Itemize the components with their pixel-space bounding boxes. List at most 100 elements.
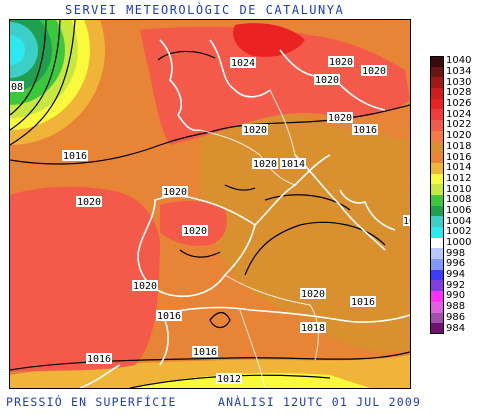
legend-label: 1034 bbox=[446, 66, 472, 78]
svg-text:1020: 1020 bbox=[163, 187, 187, 198]
legend-swatch bbox=[430, 109, 444, 121]
legend-entry: 984 bbox=[430, 323, 482, 334]
isobar-label: 1016 bbox=[192, 346, 218, 358]
legend-entry: 1022 bbox=[430, 120, 482, 131]
legend-label: 1026 bbox=[446, 98, 472, 110]
isobar-label: 1024 bbox=[230, 57, 256, 69]
svg-text:1020: 1020 bbox=[133, 281, 157, 292]
legend-label: 990 bbox=[446, 290, 466, 302]
legend-swatch bbox=[430, 173, 444, 185]
legend-swatch bbox=[430, 227, 444, 238]
isobar-label: 1016 bbox=[352, 124, 378, 136]
svg-text:1016: 1016 bbox=[353, 125, 377, 136]
legend-label: 988 bbox=[446, 301, 466, 313]
iberian-high-area bbox=[160, 200, 227, 246]
legend-label: 996 bbox=[446, 258, 466, 270]
legend-label: 1012 bbox=[446, 172, 472, 184]
svg-text:16: 16 bbox=[403, 216, 410, 227]
legend-label: 992 bbox=[446, 279, 466, 291]
legend-entry: 1030 bbox=[430, 77, 482, 89]
legend-label: 1020 bbox=[446, 130, 472, 142]
legend-swatch bbox=[430, 269, 444, 281]
legend-label: 986 bbox=[446, 311, 466, 323]
legend-swatch bbox=[430, 120, 444, 131]
isobar-label: 1012 bbox=[216, 373, 242, 385]
legend-swatch bbox=[430, 323, 444, 334]
svg-text:1016: 1016 bbox=[87, 354, 111, 365]
legend-entry: 1024 bbox=[430, 108, 482, 121]
isobar-label: 1014 bbox=[280, 158, 306, 170]
isobar-label: 1020 bbox=[182, 225, 208, 237]
svg-text:1012: 1012 bbox=[217, 374, 241, 385]
svg-text:1020: 1020 bbox=[183, 226, 207, 237]
legend-label: 1002 bbox=[446, 226, 472, 238]
map-product-title: PRESSIÓ EN SUPERFÍCIE bbox=[6, 395, 177, 409]
legend-entry: 1012 bbox=[430, 172, 482, 185]
legend-entry: 992 bbox=[430, 279, 482, 292]
legend-entry: 1028 bbox=[430, 88, 482, 99]
surface-pressure-map: 08 1024 1020 1020 1020 1020 1016 1020 10… bbox=[9, 19, 411, 389]
legend-label: 1008 bbox=[446, 194, 472, 206]
legend-entry: 1034 bbox=[430, 67, 482, 78]
analysis-time-label: ANÀLISI 12UTC 01 JUL 2009 bbox=[218, 395, 422, 409]
legend-swatch bbox=[430, 98, 444, 110]
legend-label: 1004 bbox=[446, 215, 472, 227]
legend-swatch bbox=[430, 130, 444, 142]
agency-title: SERVEI METEOROLÒGIC DE CATALUNYA bbox=[65, 3, 345, 17]
svg-text:1020: 1020 bbox=[77, 197, 101, 208]
svg-text:1016: 1016 bbox=[193, 347, 217, 358]
isobar-label: 16 bbox=[403, 215, 410, 227]
legend-swatch bbox=[430, 259, 444, 270]
legend-label: 1016 bbox=[446, 151, 472, 163]
legend-swatch bbox=[430, 237, 444, 249]
legend-label: 1000 bbox=[446, 237, 472, 249]
svg-text:1020: 1020 bbox=[315, 75, 339, 86]
nw-low-1002 bbox=[10, 35, 25, 65]
legend-entry: 1014 bbox=[430, 163, 482, 174]
legend-entry: 1006 bbox=[430, 204, 482, 217]
legend-entry: 988 bbox=[430, 302, 482, 313]
legend-entry: 1016 bbox=[430, 152, 482, 163]
legend-label: 1022 bbox=[446, 119, 472, 131]
legend-entry: 1004 bbox=[430, 216, 482, 227]
isobar-label: 1020 bbox=[328, 56, 354, 68]
isobar-label: 1016 bbox=[156, 310, 182, 322]
legend-swatch bbox=[430, 88, 444, 99]
svg-text:1016: 1016 bbox=[351, 297, 375, 308]
svg-text:1020: 1020 bbox=[253, 159, 277, 170]
svg-text:1020: 1020 bbox=[243, 125, 267, 136]
legend-entry: 1020 bbox=[430, 131, 482, 142]
legend-swatch bbox=[430, 205, 444, 217]
svg-text:08: 08 bbox=[11, 82, 23, 93]
isobar-label: 1020 bbox=[242, 124, 268, 136]
isobar-label: 08 bbox=[10, 81, 24, 93]
svg-text:1020: 1020 bbox=[301, 289, 325, 300]
svg-text:1020: 1020 bbox=[329, 57, 353, 68]
isobar-label: 1016 bbox=[86, 353, 112, 365]
legend-entry: 996 bbox=[430, 259, 482, 270]
isobar-label: 1020 bbox=[361, 65, 387, 77]
legend-entry: 1040 bbox=[430, 56, 482, 67]
svg-text:1018: 1018 bbox=[301, 323, 325, 334]
legend-swatch bbox=[430, 184, 444, 195]
legend-label: 1040 bbox=[446, 55, 472, 67]
legend-label: 1024 bbox=[446, 108, 472, 120]
isobar-label: 1016 bbox=[62, 150, 88, 162]
legend-entry: 1010 bbox=[430, 184, 482, 195]
legend-entry: 990 bbox=[430, 291, 482, 302]
legend-swatch bbox=[430, 77, 444, 89]
svg-text:1020: 1020 bbox=[362, 66, 386, 77]
isobar-label-layer: 08 1024 1020 1020 1020 1020 1016 1020 10… bbox=[10, 56, 410, 385]
isobar-label: 1020 bbox=[162, 186, 188, 198]
legend-label: 1006 bbox=[446, 204, 472, 216]
isobar-label: 1020 bbox=[132, 280, 158, 292]
legend-swatch bbox=[430, 301, 444, 313]
legend-entry: 1008 bbox=[430, 195, 482, 206]
legend-swatch bbox=[430, 291, 444, 302]
legend-label: 1028 bbox=[446, 87, 472, 99]
svg-text:1020: 1020 bbox=[328, 113, 352, 124]
pressure-color-legend: 1040 1034 1030 1028 1026 1024 1022 1020 1018 1016… bbox=[430, 56, 482, 334]
isobar-label: 1020 bbox=[76, 196, 102, 208]
isobar-lines bbox=[10, 20, 410, 388]
